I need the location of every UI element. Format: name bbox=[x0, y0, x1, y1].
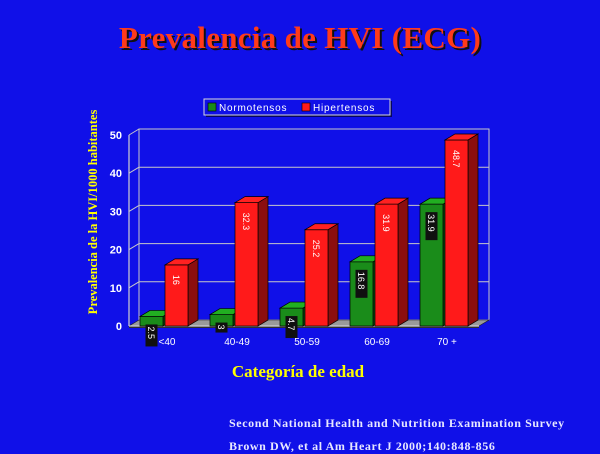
gridline-20-side bbox=[128, 243, 140, 251]
bar-hipertensos-2-value-group: 25.2 bbox=[311, 240, 321, 258]
source-citation-reference: Brown DW, et al Am Heart J 2000;140:848-… bbox=[229, 439, 496, 453]
y-tick-label-50: 50 bbox=[110, 130, 122, 142]
bar-normotensos-3-value-group: 16.8 bbox=[355, 269, 368, 298]
bar-hipertensos-4-value-group: 48.7 bbox=[451, 150, 461, 168]
data-label-hipertensos-3: 31.9 bbox=[381, 214, 391, 232]
x-axis-title: Categoría de edad bbox=[232, 362, 365, 381]
bar-hipertensos-3-side bbox=[397, 197, 409, 327]
data-label-hipertensos-4: 48.7 bbox=[451, 150, 461, 168]
source-citation-survey: Second National Health and Nutrition Exa… bbox=[229, 416, 565, 430]
bar-hipertensos-0-value-group: 16 bbox=[171, 275, 181, 285]
bar-hipertensos-2-side bbox=[327, 223, 339, 327]
bar-normotensos-4-value-tag bbox=[425, 212, 438, 241]
data-label-normotensos-0: 2.5 bbox=[146, 326, 156, 339]
legend-label-normotensos: Normotensos bbox=[219, 103, 287, 114]
bar-normotensos-0-value-group: 2.5 bbox=[145, 324, 158, 347]
bar-hipertensos-2-top bbox=[303, 223, 340, 231]
bar-hipertensos-3-top bbox=[373, 197, 410, 205]
data-label-hipertensos-0: 16 bbox=[171, 275, 181, 285]
data-label-normotensos-4: 31.9 bbox=[426, 214, 436, 232]
legend-swatch-hipertensos bbox=[301, 102, 311, 112]
y-tick-label-10: 10 bbox=[110, 283, 122, 295]
bar-hipertensos-4 bbox=[444, 139, 469, 327]
bar-hipertensos-1-side bbox=[257, 195, 269, 327]
bar-hipertensos-0-top bbox=[163, 258, 200, 266]
legend-label-hipertensos: Hipertensos bbox=[313, 103, 375, 114]
y-tick-label-30: 30 bbox=[110, 206, 122, 218]
bar-normotensos-4-value-group: 31.9 bbox=[425, 212, 438, 241]
gridline-30-side bbox=[128, 204, 140, 212]
bar-normotensos-2-value-tag bbox=[285, 316, 298, 339]
bars: 2.5 16 3 32.3 4.7 25.2 16.8 31.9 31.9 48.7 bbox=[138, 133, 480, 347]
gridline-10-side bbox=[128, 281, 140, 289]
y-axis-title: Prevalencia de la HVI/1000 habitantes bbox=[86, 110, 100, 315]
bar-hipertensos-3-value-group: 31.9 bbox=[381, 214, 391, 232]
bar-hipertensos-0-side bbox=[187, 258, 199, 327]
data-label-hipertensos-1: 32.3 bbox=[241, 213, 251, 231]
y-tick-label-20: 20 bbox=[110, 245, 122, 257]
x-tick-label-1: 40-49 bbox=[224, 337, 250, 348]
bar-normotensos-1-value-group: 3 bbox=[215, 322, 228, 333]
gridline-50-side bbox=[128, 128, 140, 136]
bar-hipertensos-1-value-group: 32.3 bbox=[241, 213, 251, 231]
data-label-normotensos-3: 16.8 bbox=[356, 272, 366, 290]
x-tick-label-4: 70 + bbox=[437, 337, 457, 348]
bar-hipertensos-1-top bbox=[233, 196, 270, 203]
tick-labels: 0 10 20 30 40 50 <40 40-49 50-59 60-69 70 + bbox=[110, 130, 457, 348]
data-label-normotensos-2: 4.7 bbox=[286, 318, 296, 331]
y-tick-label-0: 0 bbox=[116, 321, 122, 333]
y-tick-label-40: 40 bbox=[110, 168, 122, 180]
legend-swatch-normotensos bbox=[207, 102, 217, 112]
gridline-40-side bbox=[128, 166, 140, 174]
plot-floor-edge bbox=[129, 326, 479, 328]
legend: Normotensos Hipertensos bbox=[203, 98, 392, 117]
x-tick-label-3: 60-69 bbox=[364, 337, 390, 348]
bar-hipertensos-4-top bbox=[443, 133, 480, 141]
bar-normotensos-2-value-group: 4.7 bbox=[285, 316, 298, 339]
data-label-normotensos-1: 3 bbox=[216, 325, 226, 330]
bar-normotensos-1-value-tag bbox=[215, 322, 228, 333]
data-label-hipertensos-2: 25.2 bbox=[311, 240, 321, 258]
legend-box bbox=[203, 98, 391, 116]
slide-title: Prevalencia de HVI (ECG) bbox=[118, 20, 482, 55]
bar-normotensos-3-value-tag bbox=[355, 269, 368, 298]
x-tick-label-0: <40 bbox=[159, 337, 176, 348]
bar-normotensos-0-value-tag bbox=[145, 324, 158, 347]
x-tick-label-2: 50-59 bbox=[294, 337, 320, 348]
bar-hipertensos-4-side bbox=[467, 133, 479, 327]
